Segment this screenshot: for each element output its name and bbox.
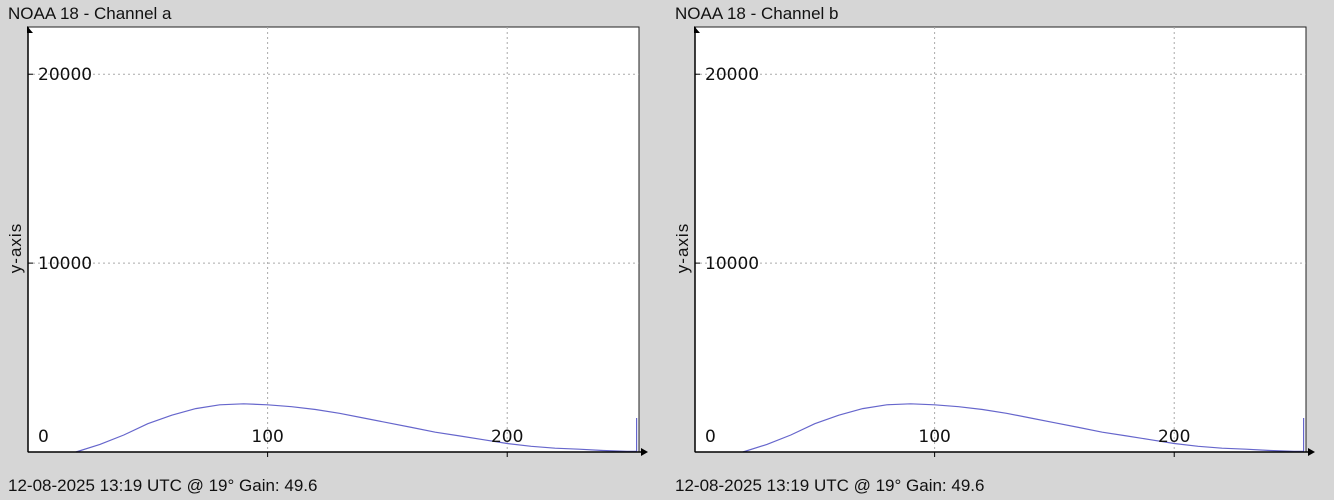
zero-tick-label: 0 <box>38 427 49 447</box>
y-tick-label: 20000 <box>38 65 92 85</box>
x-axis-arrow <box>641 448 648 456</box>
zero-tick-label: 0 <box>705 427 716 447</box>
chart-plot-b: 100 200 0 10000 20000 <box>694 26 1315 457</box>
y-axis-arrow <box>27 26 33 33</box>
chart-footer: 12-08-2025 13:19 UTC @ 19° Gain: 49.6 <box>675 476 985 495</box>
x-axis-arrow <box>1308 448 1315 456</box>
chart-title: NOAA 18 - Channel b <box>675 4 839 23</box>
y-tick-label: 10000 <box>38 254 92 274</box>
plot-area <box>694 26 1307 453</box>
y-axis-arrow <box>694 26 700 33</box>
x-tick-label: 100 <box>918 427 950 447</box>
series-line <box>75 403 638 453</box>
plot-area <box>27 26 640 453</box>
y-tick-label: 10000 <box>705 254 759 274</box>
chart-panel-a: NOAA 18 - Channel a y-axis 100 200 0 10000 2… <box>6 4 648 495</box>
y-tick-label: 20000 <box>705 65 759 85</box>
chart-plot-a: 100 200 0 10000 20000 <box>27 26 648 457</box>
x-tick-label: 200 <box>491 427 523 447</box>
chart-footer: 12-08-2025 13:19 UTC @ 19° Gain: 49.6 <box>8 476 318 495</box>
chart-title: NOAA 18 - Channel a <box>8 4 172 23</box>
chart-panel-b: NOAA 18 - Channel b y-axis 100 200 0 10000 2… <box>667 0 1334 500</box>
x-tick-label: 200 <box>1158 427 1190 447</box>
x-tick-label: 100 <box>251 427 283 447</box>
series-line <box>742 403 1305 453</box>
